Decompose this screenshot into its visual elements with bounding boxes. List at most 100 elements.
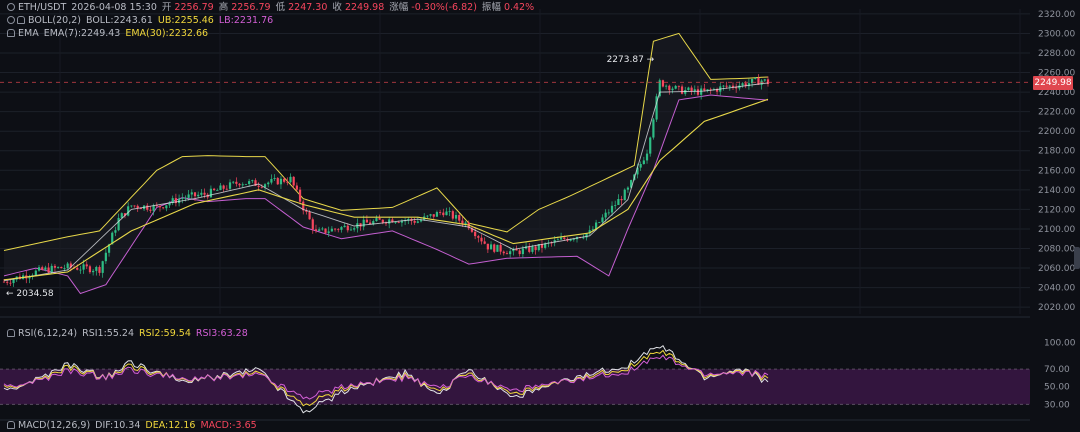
- candle-up: [645, 153, 649, 161]
- candle-up: [572, 239, 575, 240]
- rsi-tick-label: 100.00: [1044, 339, 1076, 349]
- candle-up: [127, 206, 130, 216]
- ema-header: EMA EMA(7):2249.43 EMA(30):2232.66: [0, 27, 208, 40]
- candle-up: [649, 137, 652, 154]
- price-tick-label: 2140.00: [1038, 186, 1075, 196]
- candle-up: [754, 77, 757, 79]
- indicator-settings-icon[interactable]: [17, 16, 25, 24]
- candle-up: [591, 229, 595, 231]
- candle-up: [57, 266, 60, 268]
- symbol-label: ETH/USDT: [18, 2, 67, 13]
- candle-down: [515, 248, 518, 251]
- toggle-icon[interactable]: [7, 16, 15, 24]
- candle-up: [623, 189, 626, 201]
- candle-up: [101, 261, 104, 273]
- candle-up: [630, 180, 633, 188]
- candle-down: [528, 246, 531, 252]
- candle-up: [267, 182, 270, 185]
- candle-up: [601, 217, 604, 223]
- candle-down: [757, 77, 760, 85]
- open-label: 开: [161, 2, 172, 13]
- candle-down: [311, 219, 314, 230]
- indicator-settings-icon[interactable]: [7, 29, 15, 37]
- candle-up: [556, 239, 559, 241]
- ema7-line: [3, 82, 769, 282]
- candle-up: [445, 211, 448, 216]
- candle-down: [766, 79, 770, 84]
- candle-down: [486, 243, 489, 250]
- candle-down: [461, 220, 464, 225]
- candle-down: [260, 186, 263, 188]
- price-tick-label: 2080.00: [1038, 245, 1075, 255]
- candle-up: [63, 268, 66, 269]
- candle-down: [158, 205, 162, 208]
- candle-down: [139, 208, 142, 210]
- candle-up: [79, 269, 82, 271]
- candle-down: [715, 89, 719, 92]
- boll-header: BOLL(20,2) BOLL:2243.61 UB:2255.46 LB:2231.…: [0, 14, 273, 27]
- candle-up: [521, 248, 524, 255]
- candle-up: [28, 276, 31, 279]
- candle-up: [197, 194, 200, 197]
- ema30-line: [3, 98, 769, 281]
- pane-resize-handle[interactable]: [1074, 247, 1080, 269]
- candle-down: [451, 211, 454, 219]
- candle-down: [203, 192, 206, 195]
- candle-up: [448, 211, 451, 212]
- candle-down: [680, 86, 684, 94]
- price-tick-label: 2160.00: [1038, 166, 1075, 176]
- candle-up: [209, 188, 213, 198]
- boll-band-fill: [4, 33, 768, 294]
- candle-down: [286, 181, 289, 183]
- rsi-header: RSI(6,12,24) RSI1:55.24 RSI2:59.54 RSI3:63.…: [0, 327, 248, 340]
- candle-up: [232, 181, 235, 183]
- candle-up: [372, 221, 375, 225]
- candle-down: [378, 218, 381, 220]
- candle-down: [397, 222, 400, 224]
- indicator-settings-icon[interactable]: [7, 329, 15, 337]
- high-label: 高: [218, 2, 229, 13]
- candle-up: [349, 229, 353, 231]
- candle-down: [47, 267, 50, 273]
- candle-up: [722, 85, 725, 87]
- candle-up: [569, 239, 572, 241]
- candle-up: [216, 190, 219, 191]
- candle-down: [703, 88, 706, 91]
- candle-up: [263, 184, 267, 188]
- low-label: 低: [275, 2, 286, 13]
- candle-down: [668, 85, 671, 91]
- candle-down: [314, 229, 318, 231]
- candle-down: [213, 188, 216, 191]
- price-axis[interactable]: 2020.00 2040.00 2060.00 2080.00 2100.00 2120.…: [1038, 10, 1075, 313]
- candle-up: [537, 244, 540, 251]
- dea-value: DEA:12.16: [145, 420, 196, 431]
- candle-down: [518, 250, 521, 255]
- candle-up: [728, 85, 731, 87]
- candle-down: [413, 220, 416, 223]
- price-tick-label: 2300.00: [1038, 29, 1075, 39]
- candle-up: [400, 220, 404, 223]
- candle-down: [696, 89, 700, 95]
- candle-down: [439, 212, 442, 213]
- candle-up: [429, 214, 432, 216]
- candle-up: [655, 96, 658, 120]
- candle-down: [368, 222, 372, 225]
- rsi-axis[interactable]: 30.00 50.00 70.00 100.00: [1044, 339, 1076, 411]
- candle-up: [747, 83, 750, 87]
- candle-up: [34, 270, 37, 276]
- candle-up: [531, 246, 534, 252]
- indicator-settings-icon[interactable]: [7, 421, 15, 429]
- low-value: 2247.30: [288, 2, 328, 13]
- candle-up: [362, 219, 365, 227]
- macd-value: MACD:-3.65: [200, 420, 257, 431]
- boll-ub-value: UB:2255.46: [157, 15, 214, 26]
- candle-down: [98, 266, 101, 273]
- candle-up: [107, 244, 111, 253]
- low-price-annotation: ← 2034.58: [6, 289, 54, 299]
- candle-up: [104, 252, 107, 262]
- boll-lb-value: LB:2231.76: [218, 15, 274, 26]
- candle-up: [270, 179, 273, 183]
- boll-upper-line: [3, 32, 769, 251]
- toggle-icon[interactable]: [7, 3, 15, 11]
